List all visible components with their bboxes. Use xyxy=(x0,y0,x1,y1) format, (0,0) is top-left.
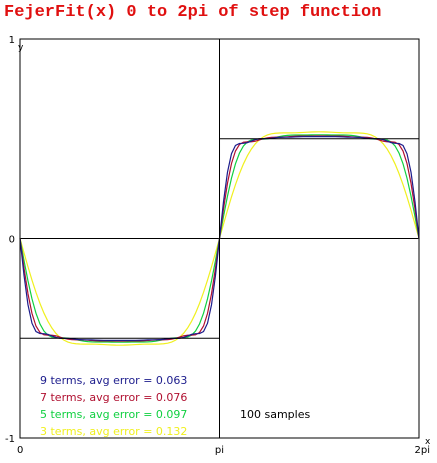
chart-title: FejerFit(x) 0 to 2pi of step function xyxy=(4,3,382,22)
y-tick-label: -1 xyxy=(5,434,15,445)
y-tick-label: 1 xyxy=(9,35,15,46)
x-tick-label: 0 xyxy=(17,445,23,456)
legend-entry-7-terms: 7 terms, avg error = 0.076 xyxy=(40,391,187,404)
legend-entry-9-terms: 9 terms, avg error = 0.063 xyxy=(40,374,187,387)
step-function-line xyxy=(19,138,420,339)
legend-entry-5-terms: 5 terms, avg error = 0.097 xyxy=(40,408,187,421)
x-tick-label: pi xyxy=(215,445,224,456)
x-tick-label: 2pi xyxy=(415,445,431,456)
samples-annotation: 100 samples xyxy=(240,408,310,421)
legend-entry-3-terms: 3 terms, avg error = 0.132 xyxy=(40,425,187,438)
y-tick-label: 0 xyxy=(9,235,15,246)
y-axis-label: y xyxy=(18,43,24,53)
x-axis-label: x xyxy=(425,437,431,447)
